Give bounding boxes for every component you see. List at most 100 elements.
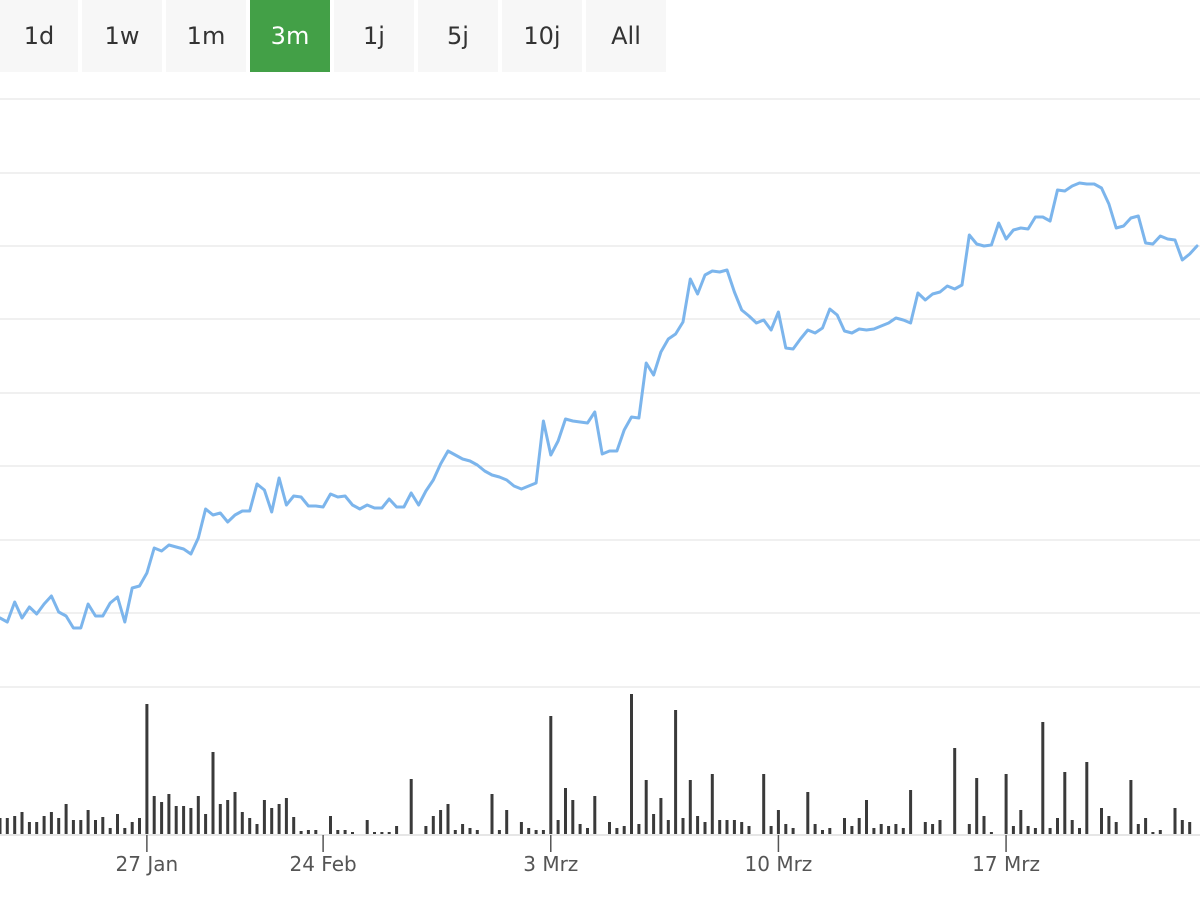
- volume-bar: [622, 826, 626, 834]
- volume-bar: [1107, 816, 1111, 834]
- volume-bar: [123, 828, 127, 834]
- volume-bar: [299, 831, 303, 834]
- volume-bar: [813, 824, 817, 834]
- volume-bar: [1004, 774, 1008, 834]
- volume-bar: [740, 822, 744, 834]
- range-button-1j[interactable]: 1j: [334, 0, 414, 72]
- volume-bar: [64, 804, 68, 834]
- volume-bar: [196, 796, 200, 834]
- volume-bar: [872, 828, 876, 834]
- volume-bars: [0, 694, 1192, 834]
- volume-bar: [659, 798, 663, 834]
- volume-bar: [1100, 808, 1103, 834]
- volume-bar: [233, 792, 237, 834]
- volume-bar: [1019, 810, 1023, 834]
- volume-bar: [865, 800, 868, 834]
- volume-bar: [351, 832, 354, 834]
- volume-bar: [710, 774, 714, 834]
- volume-bar: [1041, 722, 1045, 834]
- x-tick-label: 24 Feb: [290, 852, 357, 876]
- volume-bar: [505, 810, 509, 834]
- volume-bar: [468, 828, 472, 834]
- volume-bar: [989, 832, 993, 834]
- volume-bar: [446, 804, 450, 834]
- volume-bar: [314, 830, 318, 834]
- volume-bar: [218, 804, 222, 834]
- volume-bar: [784, 824, 788, 834]
- volume-bar: [850, 826, 854, 834]
- volume-bar: [240, 812, 244, 834]
- range-button-10j[interactable]: 10j: [502, 0, 582, 72]
- volume-bar: [652, 814, 656, 834]
- volume-bar: [894, 824, 898, 834]
- volume-bar: [593, 796, 597, 834]
- price-line: [0, 181, 1199, 630]
- volume-bar: [160, 802, 164, 834]
- volume-bar: [94, 820, 97, 834]
- volume-bar: [152, 796, 156, 834]
- volume-bar: [674, 710, 678, 834]
- volume-bar: [1011, 826, 1015, 834]
- volume-bar: [725, 820, 729, 834]
- volume-bar: [769, 826, 773, 834]
- volume-bar: [145, 704, 149, 834]
- range-button-5j[interactable]: 5j: [418, 0, 498, 72]
- x-tick-label: 17 Mrz: [972, 852, 1040, 876]
- x-tick-label: 10 Mrz: [745, 852, 813, 876]
- range-button-1m[interactable]: 1m: [166, 0, 246, 72]
- volume-bar: [306, 830, 310, 834]
- volume-bar: [226, 800, 230, 834]
- volume-bar: [20, 812, 24, 834]
- volume-bar: [953, 748, 957, 834]
- volume-bar: [1144, 818, 1148, 834]
- volume-bar: [931, 824, 935, 834]
- volume-bar: [409, 779, 413, 834]
- volume-bar: [497, 830, 501, 834]
- volume-bar: [901, 828, 905, 834]
- volume-bar: [336, 830, 340, 834]
- volume-bar: [630, 694, 633, 834]
- range-button-3m[interactable]: 3m: [250, 0, 330, 72]
- volume-bar: [534, 830, 538, 834]
- volume-bar: [747, 826, 751, 834]
- volume-bar: [1151, 832, 1155, 834]
- volume-bar: [329, 816, 332, 834]
- volume-bar: [262, 800, 266, 834]
- volume-bar: [1085, 762, 1089, 834]
- volume-bar: [116, 814, 119, 834]
- volume-bar: [138, 818, 141, 834]
- volume-bar: [1114, 822, 1118, 834]
- volume-bar: [843, 818, 846, 834]
- volume-bar: [806, 792, 810, 834]
- volume-bar: [395, 826, 399, 834]
- volume-bar: [189, 808, 193, 834]
- volume-bar: [13, 816, 17, 834]
- volume-bar: [887, 826, 891, 834]
- volume-bar: [1063, 772, 1067, 834]
- range-button-all[interactable]: All: [586, 0, 666, 72]
- volume-bar: [108, 828, 112, 834]
- volume-bar: [909, 790, 913, 834]
- volume-bar: [57, 818, 61, 834]
- volume-bar: [49, 812, 53, 834]
- volume-bar: [255, 824, 259, 834]
- volume-bar: [101, 817, 105, 834]
- volume-bar: [490, 794, 494, 834]
- volume-bar: [130, 822, 134, 834]
- volume-bar: [857, 818, 861, 834]
- range-button-1d[interactable]: 1d: [0, 0, 78, 72]
- volume-bar: [681, 818, 685, 834]
- volume-bar: [703, 822, 707, 834]
- volume-bar: [696, 816, 700, 834]
- volume-bar: [938, 820, 942, 834]
- volume-bar: [292, 817, 296, 834]
- volume-bar: [27, 822, 31, 834]
- volume-bar: [211, 752, 215, 834]
- x-tick-label: 27 Jan: [116, 852, 179, 876]
- volume-bar: [556, 820, 560, 834]
- volume-bar: [1158, 830, 1162, 834]
- range-button-1w[interactable]: 1w: [82, 0, 162, 72]
- volume-bar: [380, 832, 384, 834]
- volume-bar: [453, 830, 457, 834]
- volume-bar: [762, 774, 766, 834]
